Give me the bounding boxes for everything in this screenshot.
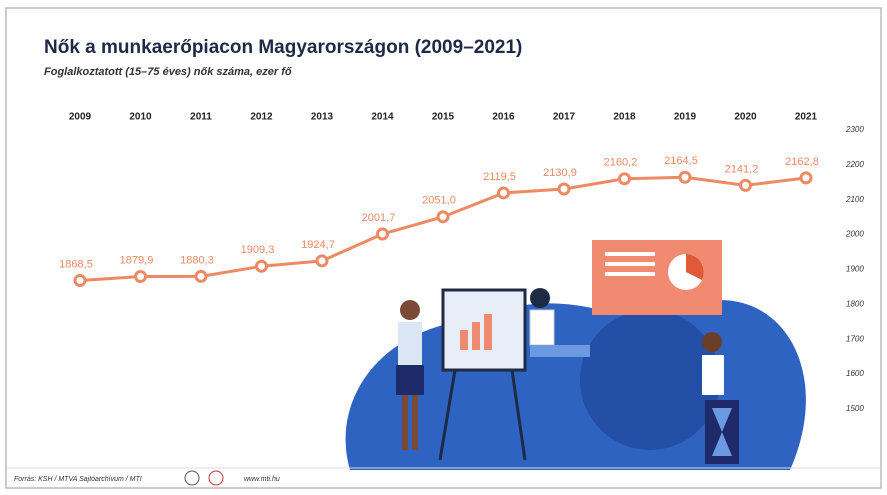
y-tick-label: 1800	[846, 299, 864, 308]
y-tick-label: 1600	[846, 369, 864, 378]
chart-subtitle: Foglalkoztatott (15–75 éves) nők száma, …	[44, 66, 292, 78]
point	[378, 229, 388, 239]
y-tick-label: 2300	[845, 125, 864, 134]
data-label: 1909,3	[241, 244, 275, 256]
y-tick-label: 1500	[846, 404, 864, 413]
x-tick-label: 2009	[69, 112, 92, 123]
point	[680, 172, 690, 182]
y-tick-label: 2000	[845, 230, 864, 239]
data-label: 1880,3	[180, 254, 214, 266]
point	[620, 174, 630, 184]
data-label: 2164,5	[664, 155, 698, 167]
website: www.mti.hu	[244, 476, 280, 483]
data-label: 1868,5	[59, 258, 93, 270]
x-tick-label: 2011	[190, 112, 212, 123]
data-label: 1879,9	[120, 254, 154, 266]
x-tick-label: 2016	[492, 112, 515, 123]
data-label: 2162,8	[785, 156, 819, 168]
x-tick-label: 2020	[734, 112, 757, 123]
data-label: 2130,9	[543, 167, 577, 179]
x-tick-label: 2012	[250, 112, 273, 123]
data-label: 2160,2	[604, 157, 638, 169]
chart-title: Nők a munkaerőpiacon Magyarországon (200…	[44, 37, 522, 58]
data-label: 2119,5	[483, 171, 516, 183]
y-tick-label: 1900	[846, 265, 864, 274]
data-label: 2051,0	[422, 195, 456, 207]
y-tick-label: 2100	[845, 195, 864, 204]
point	[317, 256, 327, 266]
x-tick-label: 2018	[613, 112, 636, 123]
x-tick-label: 2014	[371, 112, 394, 123]
point	[257, 261, 267, 271]
point	[136, 272, 146, 282]
page: Nők a munkaerőpiacon Magyarországon (200…	[0, 0, 887, 495]
point	[438, 212, 448, 222]
source: Forrás: KSH / MTVA Sajtóarchívum / MTI	[14, 476, 142, 483]
point	[801, 173, 811, 183]
data-label: 2001,7	[362, 212, 396, 224]
point	[196, 271, 206, 281]
x-tick-label: 2017	[553, 112, 576, 123]
x-tick-label: 2010	[129, 112, 152, 123]
x-tick-label: 2021	[795, 112, 818, 123]
point	[75, 275, 85, 285]
x-tick-label: 2019	[674, 112, 697, 123]
data-label: 2141,2	[725, 163, 759, 175]
point	[499, 188, 509, 198]
x-tick-label: 2015	[432, 112, 455, 123]
y-tick-label: 2200	[845, 160, 864, 169]
x-tick-label: 2013	[311, 112, 334, 123]
point	[559, 184, 569, 194]
data-label: 1924,7	[301, 239, 335, 251]
point	[741, 180, 751, 190]
chart: Nők a munkaerőpiacon Magyarországon (200…	[0, 0, 887, 495]
y-tick-label: 1700	[846, 334, 864, 343]
